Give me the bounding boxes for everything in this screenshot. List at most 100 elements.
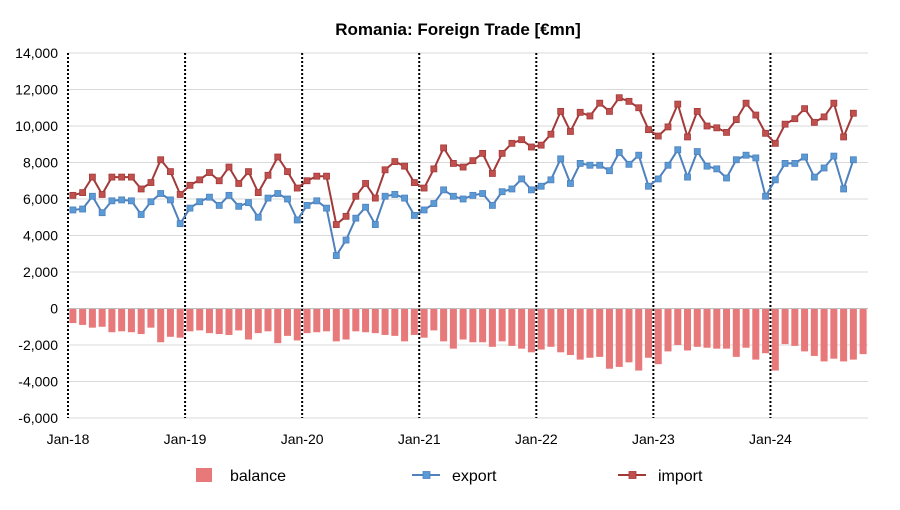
- export-marker: [362, 203, 369, 211]
- y-axis: 14,000 12,000 10,000 8,000 6,000 4,000 2,000 0 -…: [15, 45, 58, 426]
- import-marker: [528, 143, 535, 151]
- y-tick-label: -4,000: [18, 374, 58, 390]
- balance-bar: [430, 308, 438, 331]
- import-marker: [576, 108, 584, 116]
- import-marker: [342, 212, 350, 220]
- import-marker: [245, 168, 252, 176]
- import-marker: [654, 132, 662, 140]
- import-marker: [840, 133, 848, 141]
- import-marker: [625, 97, 633, 105]
- export-marker: [840, 185, 848, 193]
- export-marker: [342, 236, 350, 244]
- import-marker: [596, 99, 604, 107]
- import-marker: [615, 94, 623, 102]
- import-marker: [206, 169, 213, 176]
- balance-bar: [674, 308, 682, 345]
- export-marker: [771, 176, 779, 184]
- balance-bar: [420, 308, 428, 338]
- export-marker: [674, 146, 682, 154]
- import-marker: [830, 99, 838, 107]
- import-marker: [371, 194, 379, 202]
- import-marker: [420, 184, 428, 192]
- balance-bar: [127, 308, 135, 333]
- import-marker: [508, 139, 516, 147]
- balance-bar: [196, 308, 204, 331]
- balance-bar: [723, 308, 731, 349]
- export-marker: [488, 201, 496, 209]
- import-marker: [449, 160, 457, 167]
- balance-bar: [664, 308, 672, 352]
- export-marker: [752, 154, 760, 162]
- legend-label-balance: balance: [230, 468, 286, 485]
- import-marker: [313, 172, 321, 180]
- balance-bar: [547, 308, 555, 347]
- import-marker: [791, 115, 799, 123]
- import-marker: [284, 168, 291, 176]
- balance-bar: [830, 308, 838, 359]
- balance-bar: [791, 308, 799, 346]
- y-tick-label: -6,000: [18, 410, 58, 426]
- export-marker: [293, 216, 301, 224]
- balance-bar: [264, 308, 272, 332]
- import-marker: [264, 171, 272, 179]
- import-marker: [849, 109, 857, 117]
- balance-bar: [849, 308, 857, 360]
- balance-bar: [342, 308, 350, 340]
- import-marker: [703, 122, 711, 130]
- export-marker: [518, 175, 526, 183]
- balance-bar: [303, 308, 311, 334]
- import-marker: [547, 130, 555, 138]
- import-marker: [693, 108, 701, 115]
- export-marker: [606, 167, 613, 175]
- export-marker: [596, 161, 604, 169]
- balance-bar: [635, 308, 643, 371]
- export-marker: [176, 220, 184, 228]
- gridlines: [68, 52, 868, 419]
- balance-bar: [137, 308, 145, 335]
- import-marker: [557, 108, 565, 115]
- balance-bar: [176, 308, 184, 338]
- year-separators: [67, 53, 772, 418]
- balance-bar: [244, 308, 252, 340]
- export-marker: [479, 190, 487, 197]
- import-marker: [69, 191, 77, 199]
- balance-bar: [88, 308, 96, 328]
- balance-bar: [147, 308, 155, 328]
- y-tick-label: 12,000: [15, 82, 58, 98]
- balance-bar: [108, 308, 116, 333]
- export-marker: [586, 161, 594, 169]
- balance-bar: [684, 308, 692, 351]
- export-marker: [703, 162, 711, 170]
- balance-bar: [693, 308, 701, 347]
- balance-bar: [118, 308, 126, 332]
- y-tick-label: 2,000: [23, 264, 58, 280]
- balance-bar: [771, 308, 779, 371]
- y-tick-label: 6,000: [23, 191, 58, 207]
- import-marker: [225, 163, 233, 171]
- balance-bar: [274, 308, 282, 344]
- import-marker: [391, 158, 399, 165]
- import-marker: [742, 99, 750, 107]
- export-marker: [225, 191, 233, 199]
- import-marker: [459, 163, 467, 171]
- import-marker: [196, 176, 204, 184]
- legend-marker-export: [422, 471, 431, 479]
- balance-bar: [313, 308, 321, 333]
- export-marker: [810, 173, 818, 181]
- export-marker: [732, 156, 740, 164]
- export-marker: [635, 151, 643, 159]
- export-marker: [547, 176, 555, 184]
- import-marker: [128, 173, 135, 181]
- export-marker: [69, 206, 77, 214]
- export-marker: [186, 204, 194, 212]
- balance-bar: [840, 308, 848, 362]
- import-marker: [469, 157, 477, 165]
- x-tick-label: Jan-22: [515, 431, 558, 447]
- export-marker: [440, 186, 448, 194]
- balance-bar: [440, 308, 448, 342]
- export-marker: [615, 149, 623, 156]
- export-marker: [313, 197, 321, 205]
- balance-bar: [508, 308, 516, 346]
- import-marker: [752, 111, 760, 119]
